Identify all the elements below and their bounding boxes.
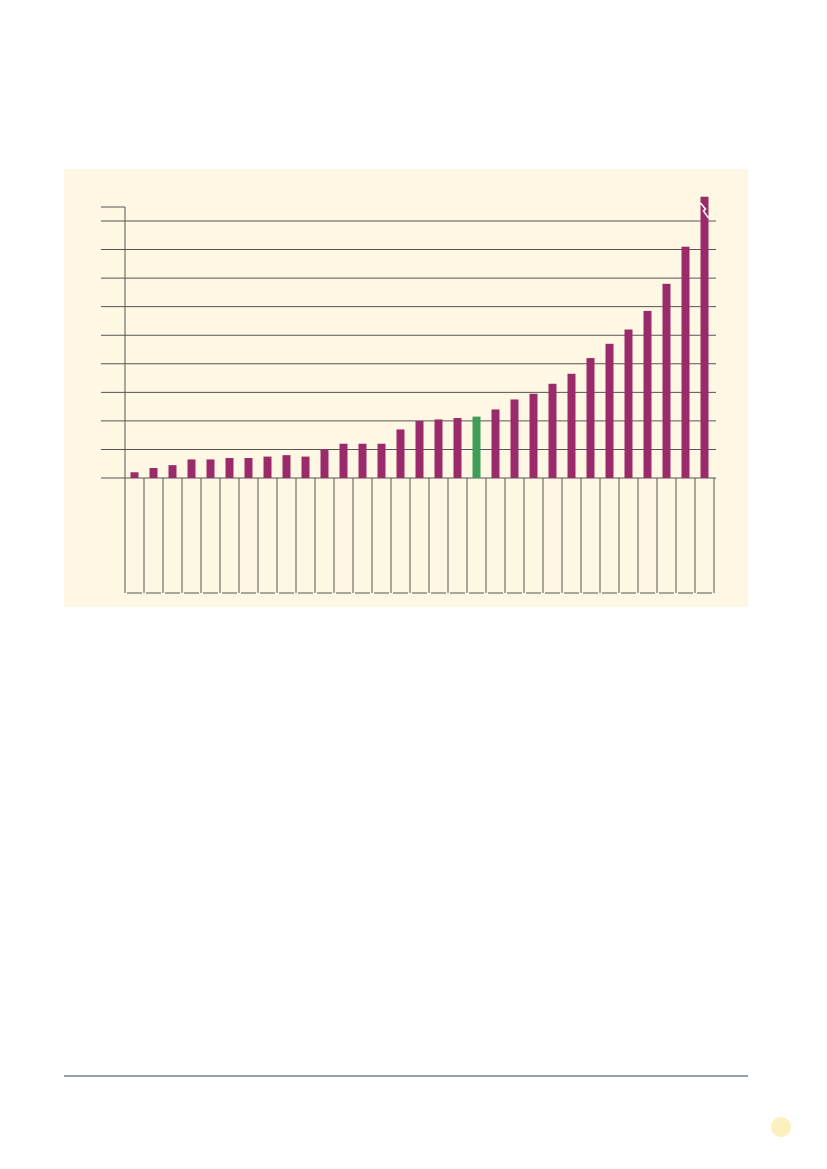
chart-panel: [64, 169, 748, 607]
bar: [282, 455, 291, 478]
bar: [624, 329, 633, 478]
bar: [434, 419, 443, 478]
bar: [377, 443, 386, 478]
bar: [149, 468, 158, 478]
page-badge: [771, 1117, 791, 1137]
bar: [244, 458, 253, 478]
bar: [700, 196, 709, 478]
bar: [206, 459, 215, 478]
bar: [453, 418, 462, 478]
bar: [358, 443, 367, 478]
bar: [339, 443, 348, 478]
chart: [101, 196, 716, 594]
bar: [681, 246, 690, 478]
bar: [415, 420, 424, 478]
axis-break: [699, 202, 710, 219]
bar: [662, 283, 671, 478]
bar: [510, 399, 519, 478]
bar: [605, 343, 614, 478]
bar: [643, 310, 652, 478]
bar: [263, 456, 272, 478]
bar: [396, 429, 405, 478]
bar: [320, 449, 329, 478]
bar: [548, 383, 557, 478]
bar: [472, 416, 481, 478]
bar: [168, 465, 177, 478]
bar: [187, 459, 196, 478]
bar: [130, 472, 139, 478]
bar: [586, 358, 595, 478]
bar: [225, 458, 234, 478]
bar: [491, 409, 500, 478]
bar: [567, 373, 576, 478]
bar: [529, 393, 538, 478]
bar: [301, 456, 310, 478]
